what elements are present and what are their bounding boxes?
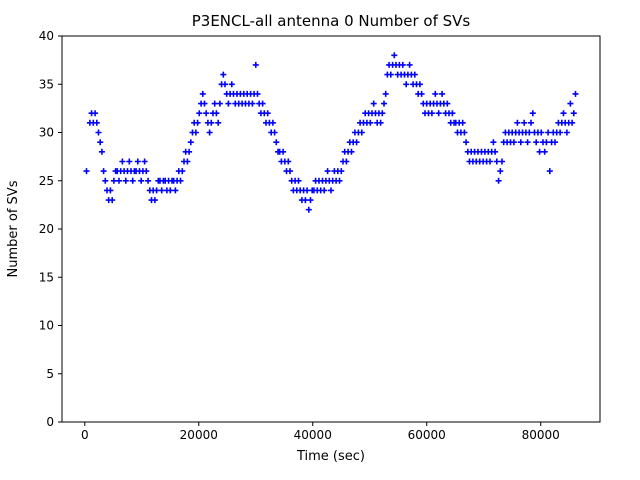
sv-count-markers [83,52,579,213]
y-tick-label: 35 [39,77,54,91]
plot-border [61,35,601,423]
y-tick-label: 10 [39,319,54,333]
x-tick-label: 0 [81,428,89,442]
y-tick-label: 0 [46,415,54,429]
y-tick-label: 25 [39,174,54,188]
x-tick-label: 60000 [408,428,446,442]
x-tick-label: 20000 [180,428,218,442]
y-tick-label: 5 [46,367,54,381]
y-tick-label: 15 [39,270,54,284]
x-tick-label: 80000 [522,428,560,442]
y-axis-label: Number of SVs [6,180,21,277]
y-tick-label: 40 [39,29,54,43]
data-points-layer [83,52,579,213]
y-tick-label: 20 [39,222,54,236]
chart-title: P3ENCL-all antenna 0 Number of SVs [192,12,471,30]
x-axis-label: Time (sec) [296,449,365,464]
x-tick-label: 40000 [294,428,332,442]
y-tick-label: 30 [39,126,54,140]
axes-layer: 0 20000 40000 60000 80000 0 5 10 15 20 25 30 35 40 [39,29,601,442]
